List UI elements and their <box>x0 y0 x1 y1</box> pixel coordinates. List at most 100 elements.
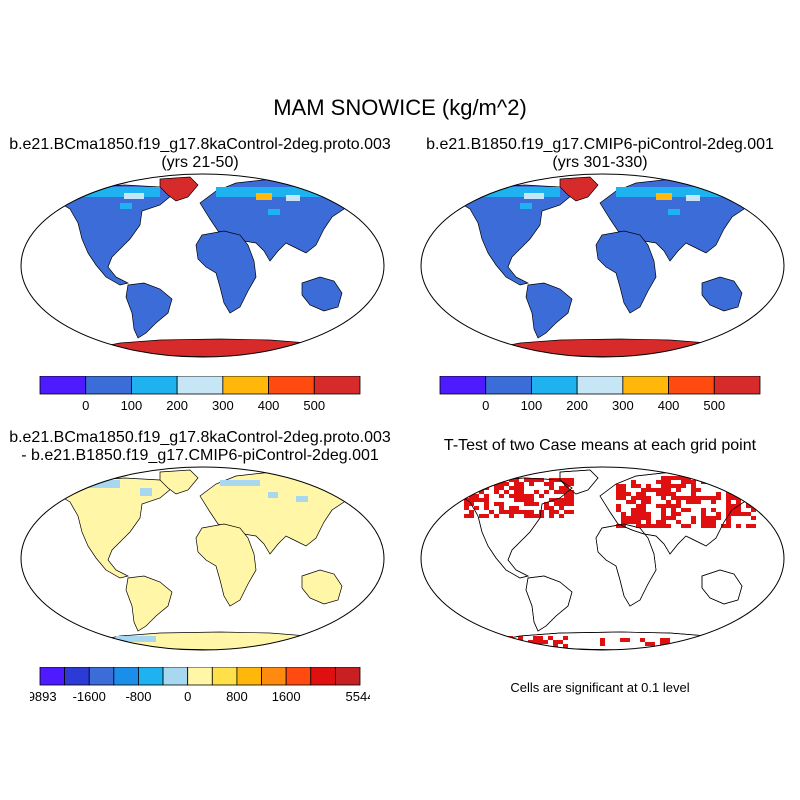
significant-cell <box>514 486 519 490</box>
significant-cell <box>564 486 569 490</box>
significant-cell <box>564 502 569 506</box>
colorbar-box <box>531 376 578 395</box>
significant-cell <box>569 478 574 482</box>
significant-cell <box>529 514 534 518</box>
significant-cell <box>646 496 651 500</box>
significant-cell <box>696 496 701 500</box>
significant-cell <box>543 640 548 644</box>
continent-south-america <box>525 282 573 339</box>
significant-cell <box>626 516 631 520</box>
significant-cell <box>524 514 529 518</box>
significant-cell <box>636 496 641 500</box>
significant-cell <box>680 642 685 646</box>
significant-cell <box>464 486 469 490</box>
significant-cell <box>621 516 626 520</box>
significant-cell <box>549 486 554 490</box>
colorbar-box <box>439 376 487 395</box>
significant-cell <box>726 524 731 528</box>
significant-cell <box>691 492 696 496</box>
significant-cell <box>751 508 756 512</box>
significant-cell <box>736 508 741 512</box>
significant-cell <box>741 512 746 516</box>
continent-south-america <box>125 282 173 339</box>
significant-cell <box>569 482 574 486</box>
significant-cell <box>631 516 636 520</box>
snow-cell <box>524 193 544 199</box>
significant-cell <box>681 484 686 488</box>
figure-title: MAM SNOWICE (kg/m^2) <box>273 95 527 120</box>
significant-cell <box>559 486 564 490</box>
significant-cell <box>666 488 671 492</box>
significant-cell <box>676 476 681 480</box>
colorbar-box <box>113 667 139 686</box>
panel-title-case-line1: b.e21.BCma1850.f19_g17.8kaControl-2deg.p… <box>9 136 391 153</box>
significant-cell <box>464 490 469 494</box>
significant-cell <box>661 508 666 512</box>
significant-cell <box>469 498 474 502</box>
colorbar-box <box>576 376 624 395</box>
significant-cell <box>514 478 519 482</box>
significant-cell <box>716 496 721 500</box>
significant-cell <box>554 502 559 506</box>
significant-cell <box>691 480 696 484</box>
colorbar-box <box>211 667 238 686</box>
significant-cell <box>751 484 756 488</box>
significant-cell <box>726 476 731 480</box>
significant-cell <box>539 478 544 482</box>
continent-greenland <box>159 469 199 495</box>
significant-cell <box>489 478 494 482</box>
significant-cell <box>646 500 651 504</box>
significant-cell <box>751 488 756 492</box>
anomaly-cell <box>80 480 120 488</box>
significant-cell <box>736 476 741 480</box>
significant-cell <box>661 520 666 524</box>
significant-cell <box>666 480 671 484</box>
significant-cell <box>721 524 726 528</box>
significant-cell <box>671 504 676 508</box>
significant-cell <box>553 644 558 648</box>
significant-cell <box>711 508 716 512</box>
significant-cell <box>616 504 621 508</box>
significant-cell <box>691 520 696 524</box>
significant-cell <box>641 492 646 496</box>
significant-cell <box>544 502 549 506</box>
significant-cell <box>676 484 681 488</box>
significant-cell <box>514 494 519 498</box>
significant-cell <box>716 476 721 480</box>
significant-cell <box>469 478 474 482</box>
significant-cell <box>509 510 514 514</box>
significant-cell <box>671 492 676 496</box>
significant-cell <box>626 500 631 504</box>
colorbar-box <box>285 667 312 686</box>
coastline-north-america <box>459 477 573 579</box>
significant-cell <box>529 502 534 506</box>
map-border <box>420 173 785 358</box>
significant-cell <box>464 506 469 510</box>
colorbar-box <box>39 667 66 686</box>
significant-cell <box>676 504 681 508</box>
significant-cell <box>499 494 504 498</box>
colorbar-box <box>313 376 361 395</box>
significant-cell <box>676 520 681 524</box>
significant-cell <box>666 504 671 508</box>
significant-cell <box>736 524 741 528</box>
anomaly-cell <box>116 636 156 642</box>
snow-cell <box>456 199 466 205</box>
colorbar-control: 0 100 200 300 400 500 <box>439 376 761 413</box>
significant-cell <box>559 498 564 502</box>
significant-cell <box>563 644 568 648</box>
significant-cell <box>631 520 636 524</box>
significant-cell <box>558 640 563 644</box>
significant-cell <box>661 484 666 488</box>
colorbar-label: 1600 <box>272 689 301 704</box>
significant-cell <box>746 512 751 516</box>
significant-cell <box>553 640 558 644</box>
colorbar-difference: -9893 -1600 -800 0 800 1600 5544 <box>30 667 370 704</box>
significant-cell <box>686 508 691 512</box>
significant-cell <box>641 504 646 508</box>
significant-cell <box>726 516 731 520</box>
significant-cell <box>549 498 554 502</box>
significant-cell <box>666 516 671 520</box>
significant-cell <box>509 494 514 498</box>
significant-cell <box>661 496 666 500</box>
